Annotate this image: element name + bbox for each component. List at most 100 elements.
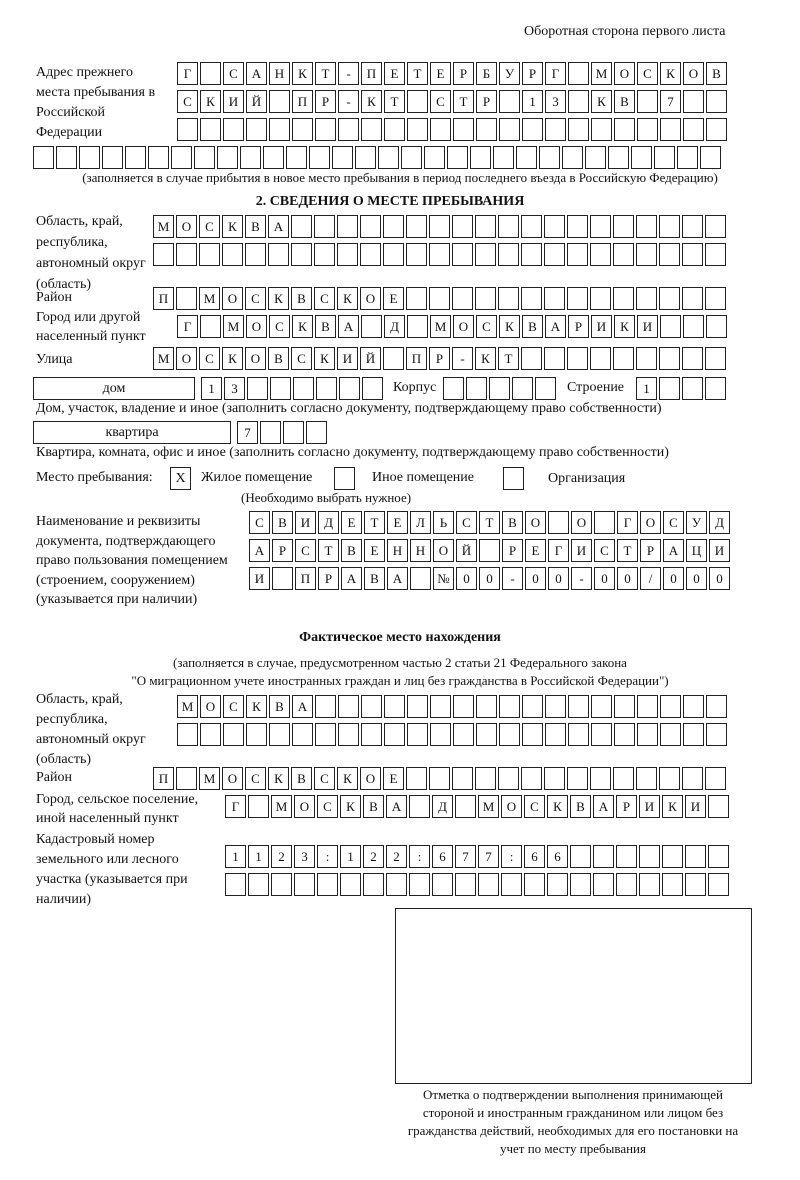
char-cell[interactable]: Т [617,539,638,562]
char-cell[interactable] [585,146,606,169]
char-cell[interactable] [263,146,284,169]
char-cell[interactable]: В [269,695,290,718]
char-cell[interactable] [479,539,500,562]
char-cell[interactable] [314,243,335,266]
char-cell[interactable] [637,723,658,746]
char-cell[interactable] [636,767,657,790]
char-cell[interactable] [706,118,727,141]
char-cell[interactable]: К [547,795,568,818]
char-cell[interactable]: В [614,90,635,113]
char-cell[interactable] [570,873,591,896]
char-cell[interactable]: М [153,215,174,238]
char-cell[interactable]: 6 [524,845,545,868]
char-cell[interactable] [317,873,338,896]
char-cell[interactable] [705,377,726,400]
char-cell[interactable] [223,723,244,746]
char-cell[interactable]: 0 [525,567,546,590]
char-cell[interactable] [355,146,376,169]
char-cell[interactable]: Р [476,90,497,113]
char-cell[interactable] [247,377,268,400]
char-cell[interactable] [384,723,405,746]
char-cell[interactable]: 7 [478,845,499,868]
char-cell[interactable]: О [246,315,267,338]
char-cell[interactable] [292,118,313,141]
char-cell[interactable] [248,873,269,896]
char-cell[interactable]: О [294,795,315,818]
char-cell[interactable] [498,243,519,266]
char-cell[interactable] [590,767,611,790]
char-cell[interactable]: Г [225,795,246,818]
char-cell[interactable] [544,767,565,790]
char-cell[interactable] [360,215,381,238]
char-cell[interactable] [476,723,497,746]
char-cell[interactable] [568,695,589,718]
char-cell[interactable] [269,118,290,141]
char-cell[interactable] [424,146,445,169]
char-cell[interactable] [590,243,611,266]
char-cell[interactable] [200,62,221,85]
char-cell[interactable] [407,90,428,113]
char-cell[interactable] [217,146,238,169]
char-cell[interactable]: В [291,287,312,310]
char-cell[interactable] [614,723,635,746]
char-cell[interactable]: А [268,215,289,238]
char-cell[interactable]: - [338,62,359,85]
char-cell[interactable]: К [222,215,243,238]
char-cell[interactable]: : [317,845,338,868]
char-cell[interactable]: С [314,767,335,790]
char-cell[interactable]: К [337,767,358,790]
char-cell[interactable]: Т [407,62,428,85]
char-cell[interactable]: С [317,795,338,818]
char-cell[interactable]: Р [568,315,589,338]
char-cell[interactable] [401,146,422,169]
char-cell[interactable] [567,287,588,310]
char-cell[interactable]: № [433,567,454,590]
char-cell[interactable]: Н [387,539,408,562]
char-cell[interactable]: О [245,347,266,370]
char-cell[interactable]: Й [456,539,477,562]
char-cell[interactable] [452,243,473,266]
char-cell[interactable] [360,243,381,266]
char-cell[interactable]: К [660,62,681,85]
char-cell[interactable]: Ц [686,539,707,562]
char-cell[interactable] [475,215,496,238]
char-cell[interactable] [593,845,614,868]
char-cell[interactable] [521,767,542,790]
char-cell[interactable] [452,215,473,238]
char-cell[interactable] [153,243,174,266]
char-cell[interactable] [476,695,497,718]
char-cell[interactable] [338,695,359,718]
char-cell[interactable] [246,118,267,141]
char-cell[interactable] [272,567,293,590]
char-cell[interactable] [455,795,476,818]
char-cell[interactable]: 6 [432,845,453,868]
option-other-checkbox[interactable] [334,467,355,490]
char-cell[interactable] [521,243,542,266]
char-cell[interactable]: И [295,511,316,534]
region-row-2[interactable] [153,243,728,266]
char-cell[interactable] [682,377,703,400]
char-cell[interactable] [662,845,683,868]
char-cell[interactable] [455,873,476,896]
char-cell[interactable] [708,845,729,868]
char-cell[interactable] [337,243,358,266]
char-cell[interactable]: К [246,695,267,718]
korpus-field[interactable] [443,377,558,400]
char-cell[interactable]: 1 [340,845,361,868]
char-cell[interactable]: Д [384,315,405,338]
char-cell[interactable] [590,215,611,238]
char-cell[interactable]: Д [709,511,730,534]
prev-address-row-3[interactable] [177,118,729,141]
char-cell[interactable]: С [269,315,290,338]
char-cell[interactable]: Р [453,62,474,85]
char-cell[interactable] [383,243,404,266]
char-cell[interactable] [636,215,657,238]
char-cell[interactable] [306,421,327,444]
char-cell[interactable] [246,723,267,746]
char-cell[interactable]: П [361,62,382,85]
char-cell[interactable]: О [453,315,474,338]
char-cell[interactable] [545,118,566,141]
prev-address-row-4[interactable] [33,146,723,169]
